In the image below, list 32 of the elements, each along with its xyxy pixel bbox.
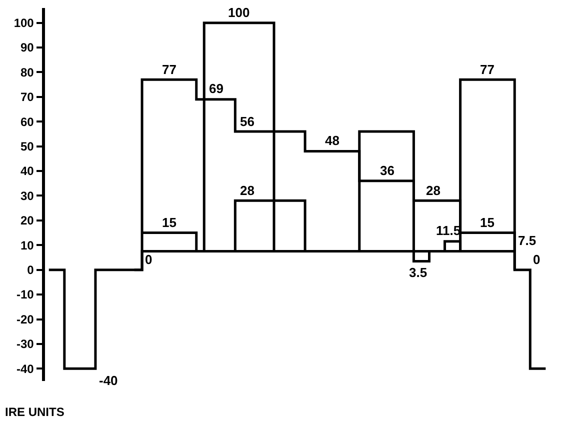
- y-tick-label: 100: [14, 16, 34, 30]
- y-tick-label: -10: [16, 288, 34, 302]
- y-tick-label: 10: [20, 238, 34, 252]
- y-tick-label: -20: [16, 312, 34, 326]
- y-tick-label: 70: [20, 90, 34, 104]
- data-label: 69: [209, 81, 224, 96]
- y-tick-label: 30: [20, 188, 34, 203]
- data-label: 28: [426, 183, 440, 198]
- data-label: 0: [145, 252, 152, 267]
- data-label: 77: [480, 62, 494, 77]
- y-tick-label: 80: [20, 65, 34, 80]
- y-tick-label: 20: [20, 214, 34, 228]
- y-tick-label: 60: [20, 114, 34, 129]
- data-label: 28: [240, 183, 254, 198]
- data-label: 15: [162, 215, 176, 230]
- y-tick-label: 50: [20, 140, 34, 154]
- data-label: 7.5: [518, 233, 536, 248]
- y-axis-title: IRE UNITS: [5, 405, 64, 419]
- y-tick-label: 40: [20, 164, 34, 178]
- data-label: 100: [228, 5, 250, 20]
- data-label: -40: [99, 373, 118, 388]
- data-label: 0: [533, 252, 540, 267]
- y-tick-label: 90: [20, 40, 34, 55]
- data-label: 56: [240, 114, 254, 129]
- data-label: 3.5: [409, 265, 428, 280]
- y-tick-label: -40: [16, 362, 34, 376]
- data-label: 36: [380, 163, 394, 178]
- data-label: 77: [162, 62, 176, 77]
- y-tick-label: 0: [27, 263, 34, 278]
- data-label: 48: [325, 133, 340, 148]
- data-label: 15: [480, 215, 494, 230]
- y-tick-label: -30: [16, 337, 34, 352]
